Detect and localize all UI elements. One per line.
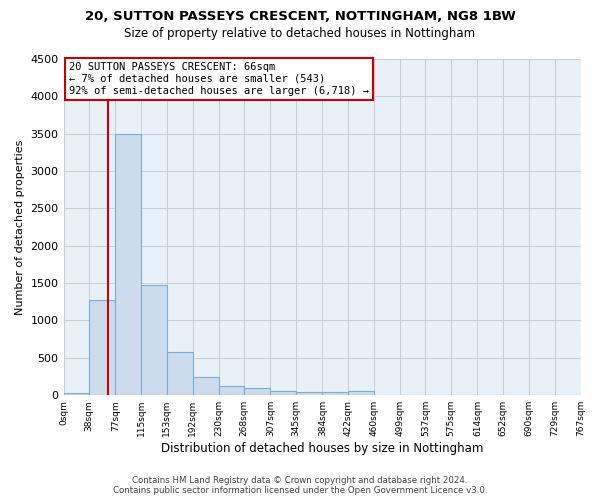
Bar (218, 386, 244, 395)
Bar (296, 392, 322, 395)
Text: 20 SUTTON PASSEYS CRESCENT: 66sqm
← 7% of detached houses are smaller (543)
92% : 20 SUTTON PASSEYS CRESCENT: 66sqm ← 7% o… (69, 62, 369, 96)
Bar (348, 390, 374, 395)
Y-axis label: Number of detached properties: Number of detached properties (15, 140, 25, 315)
Bar (322, 392, 348, 395)
Bar (167, 352, 193, 395)
Bar (271, 390, 296, 395)
Text: Contains HM Land Registry data © Crown copyright and database right 2024.
Contai: Contains HM Land Registry data © Crown c… (113, 476, 487, 495)
Bar (141, 284, 167, 395)
Bar (89, 300, 115, 395)
Bar (64, 393, 89, 395)
Bar (115, 134, 141, 395)
X-axis label: Distribution of detached houses by size in Nottingham: Distribution of detached houses by size … (161, 442, 483, 455)
Text: Size of property relative to detached houses in Nottingham: Size of property relative to detached ho… (124, 28, 476, 40)
Bar (193, 378, 218, 395)
Text: 20, SUTTON PASSEYS CRESCENT, NOTTINGHAM, NG8 1BW: 20, SUTTON PASSEYS CRESCENT, NOTTINGHAM,… (85, 10, 515, 23)
Bar (244, 388, 271, 395)
